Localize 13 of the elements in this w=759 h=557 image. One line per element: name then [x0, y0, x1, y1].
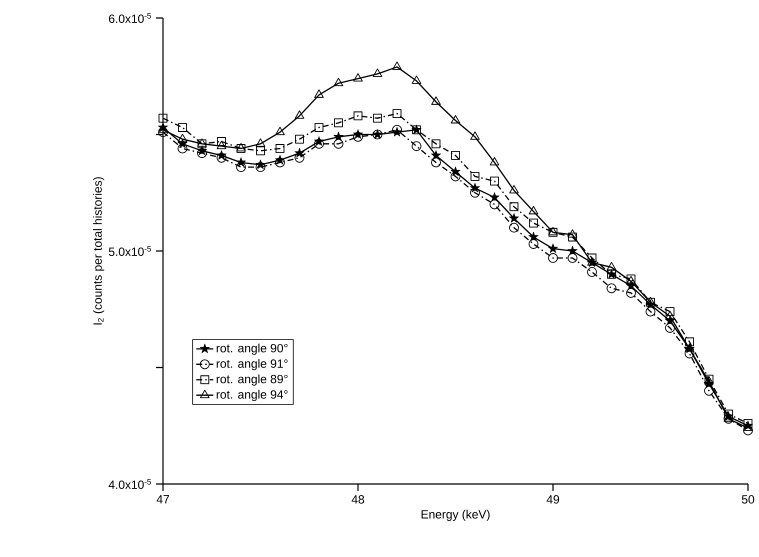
y-tick-label: 6.0x10$^{-5}$ [108, 13, 152, 23]
legend-label: rot. angle 89° [216, 374, 288, 386]
y-tick-label: 4.0x10$^{-5}$ [108, 479, 152, 489]
y-axis-title: I$_{2}$ (counts per total histories) [93, 177, 104, 324]
x-tick-label: 49 [546, 495, 560, 504]
x-tick-label: 47 [156, 495, 170, 504]
y-tick-label: 5.0x10$^{-5}$ [108, 246, 152, 256]
x-tick-label: 48 [352, 495, 364, 504]
x-axis-title: Energy (keV) [422, 510, 490, 521]
legend-label: rot. angle 91° [216, 359, 288, 370]
legend-label: rot. angle 90° [216, 344, 288, 355]
x-tick-label: 50 [742, 495, 754, 504]
legend-label: rot. angle 94° [216, 390, 288, 402]
